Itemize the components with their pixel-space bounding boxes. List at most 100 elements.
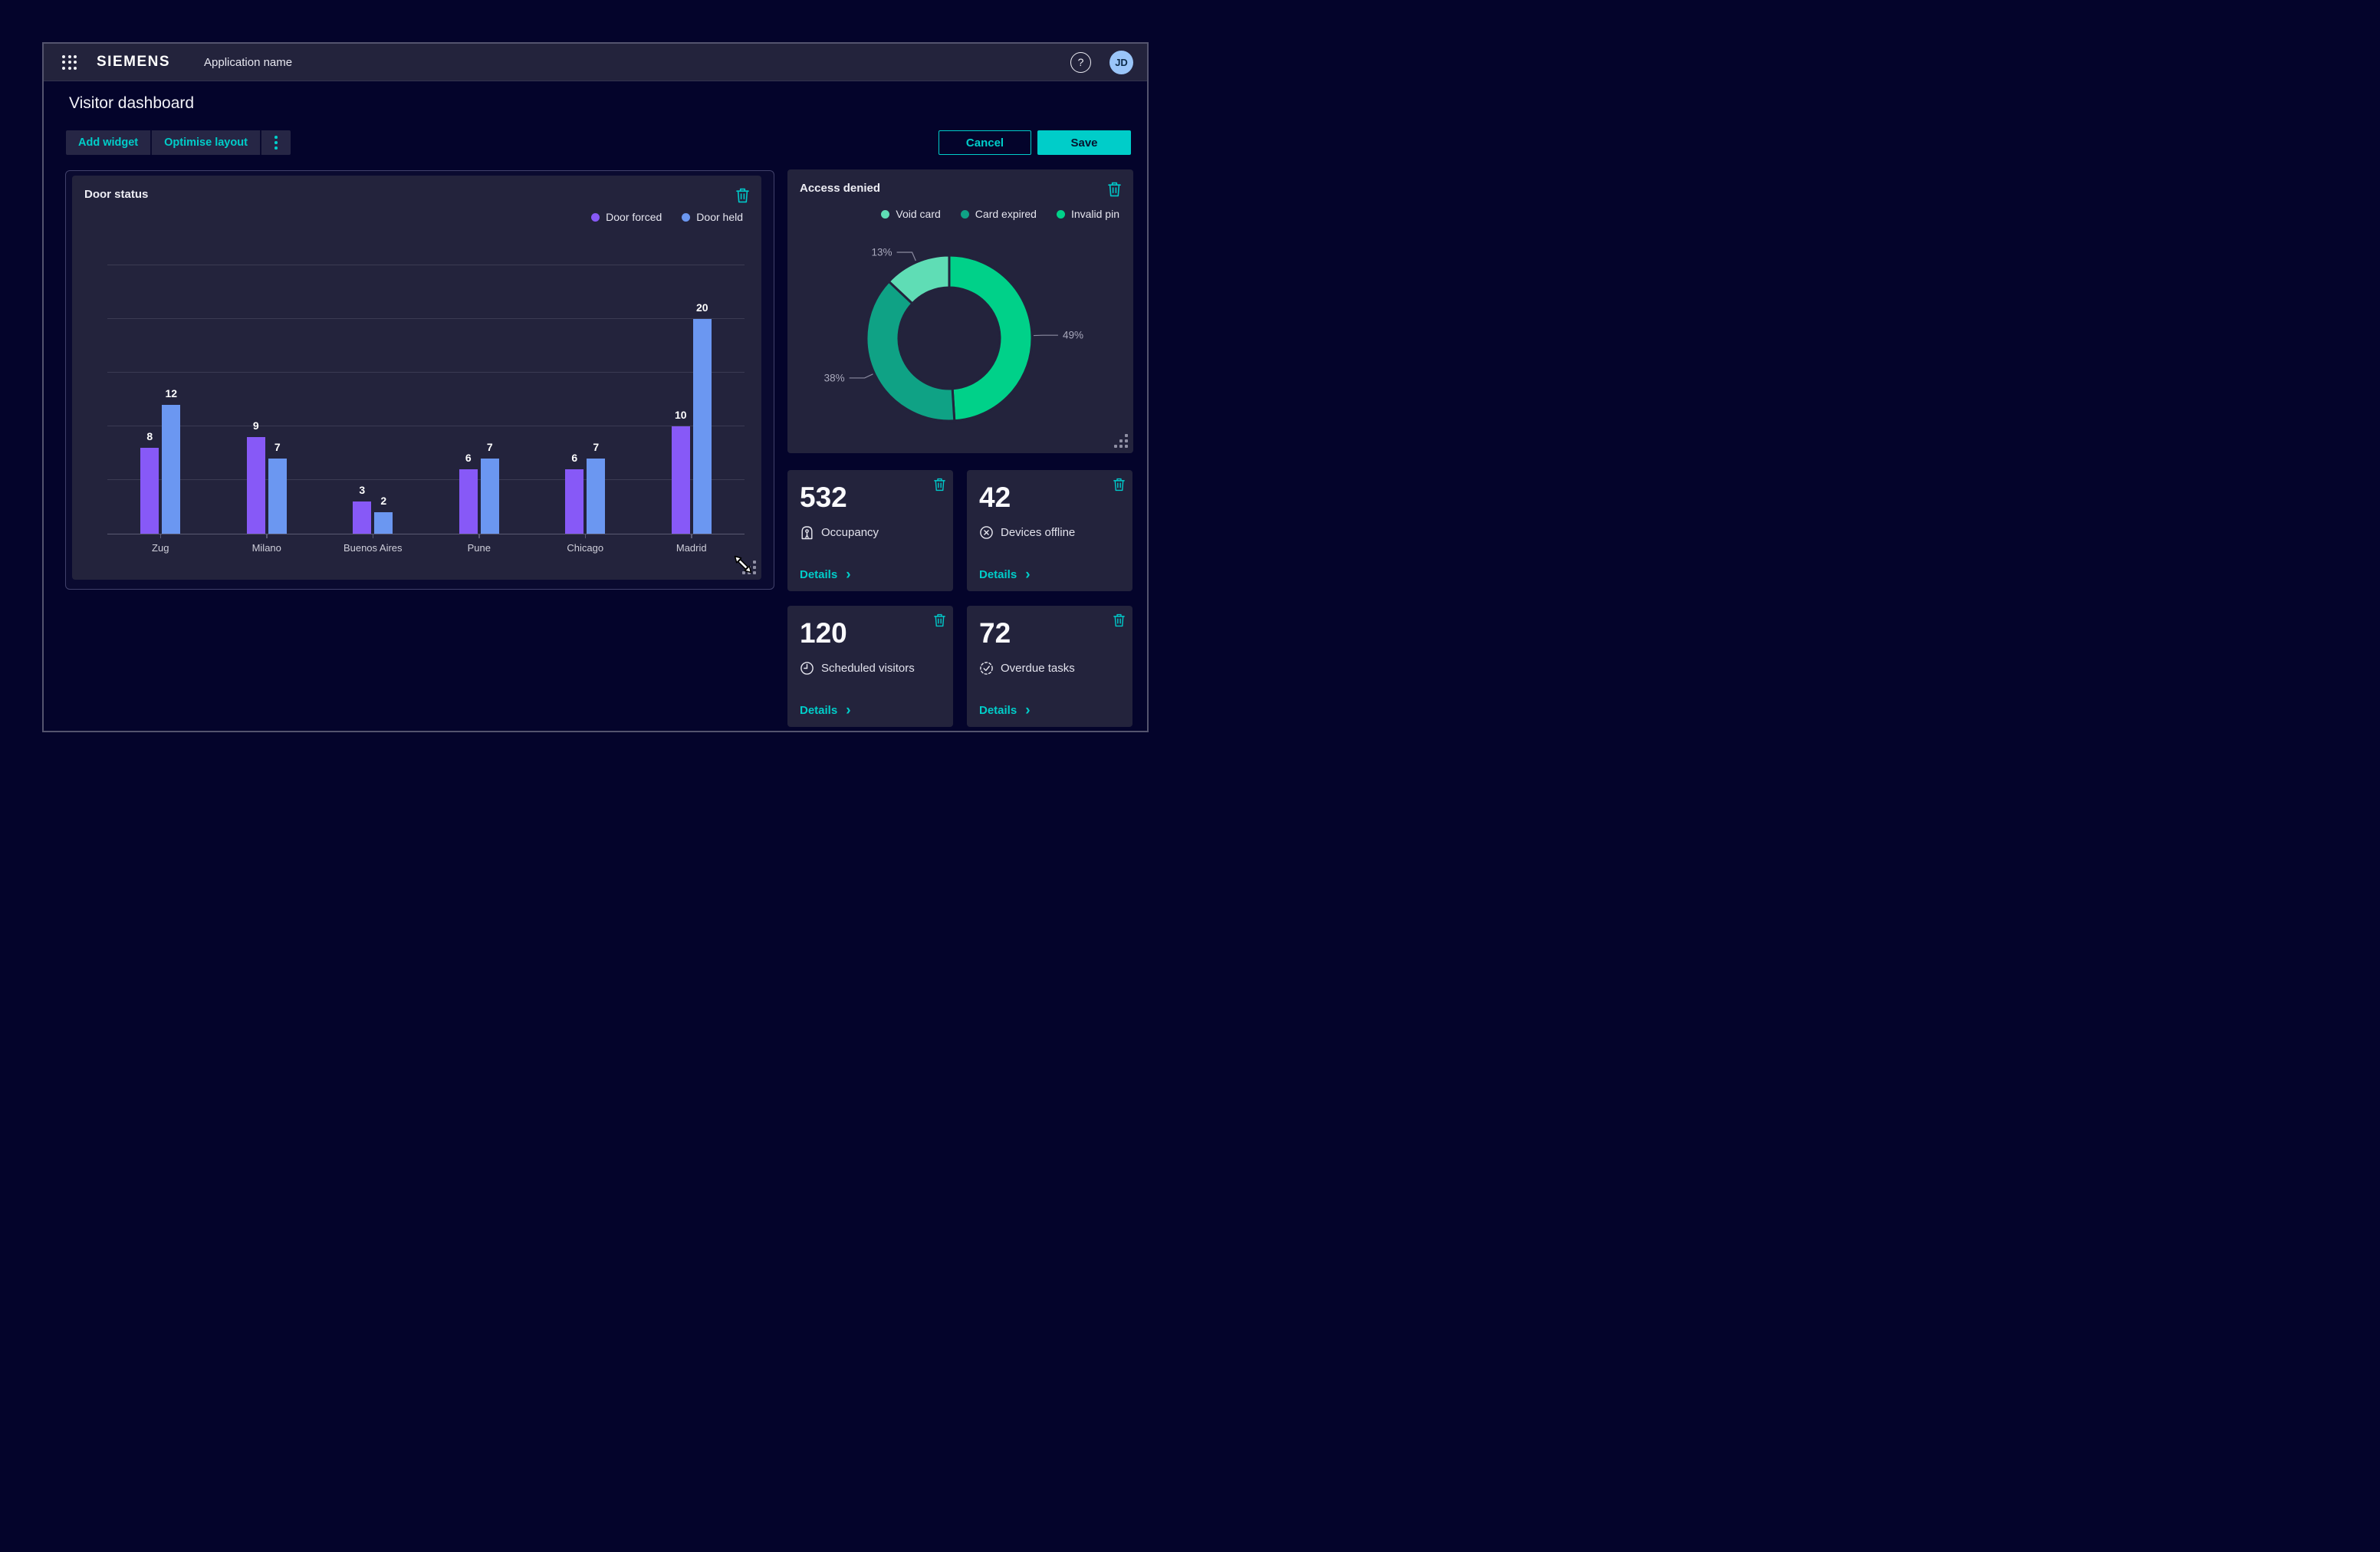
label-leader-line (849, 373, 873, 379)
kpi-value: 72 (979, 617, 1011, 649)
devices-offline-icon (979, 525, 994, 540)
kpi-label: Overdue tasks (1001, 661, 1075, 675)
bar-value-label: 2 (380, 495, 387, 507)
access-denied-title: Access denied (800, 182, 881, 195)
app-window: SIEMENS Application name ? JD Visitor da… (42, 42, 1149, 732)
door-status-widget[interactable]: Door status Door forced Door held 8 12 9 7 3 2… (65, 170, 774, 590)
x-axis-category: Madrid (639, 534, 745, 554)
help-icon[interactable]: ? (1070, 51, 1091, 73)
donut-slice-card-expired (865, 279, 956, 423)
user-avatar[interactable]: JD (1109, 50, 1133, 74)
legend-dot-icon (591, 212, 600, 222)
kpi-label-row: Overdue tasks (979, 661, 1120, 676)
kpi-value: 532 (800, 482, 847, 513)
edit-toolbar: Add widget Optimise layout Cancel Save (66, 130, 1131, 155)
resize-grip-icon[interactable] (1114, 434, 1128, 448)
legend-item: Card expired (960, 208, 1037, 220)
kpi-label: Occupancy (821, 525, 879, 539)
donut-percentage-label: 13% (872, 247, 893, 258)
kpi-delete-button[interactable] (934, 478, 945, 492)
bar-value-label: 7 (274, 441, 281, 453)
bar-door-held (374, 512, 393, 534)
label-leader-line (896, 252, 916, 261)
x-axis-category: Buenos Aires (320, 534, 426, 554)
apps-grid-icon[interactable] (62, 54, 77, 70)
x-axis-category: Pune (426, 534, 533, 554)
kpi-delete-button[interactable] (1113, 478, 1125, 492)
kpi-value: 120 (800, 617, 847, 649)
legend-item: Door forced (591, 211, 662, 223)
chevron-right-icon: › (1025, 566, 1031, 583)
chevron-right-icon: › (846, 702, 851, 718)
kpi-value: 42 (979, 482, 1011, 513)
bar-value-label: 20 (695, 301, 708, 314)
kpi-details-link[interactable]: Details › (800, 702, 851, 718)
bar-door-forced (565, 469, 584, 534)
application-name: Application name (204, 55, 293, 69)
legend-dot-icon (1056, 209, 1065, 219)
kpi-delete-button[interactable] (1113, 613, 1125, 627)
legend-label: Door held (696, 211, 743, 223)
top-navigation-bar: SIEMENS Application name ? JD (44, 44, 1147, 81)
kpi-details-link[interactable]: Details › (979, 566, 1031, 583)
bar-groups: 8 12 9 7 3 2 6 7 6 7 10 20 (107, 234, 745, 534)
access-denied-legend: Void card Card expired Invalid pin (800, 206, 1121, 222)
add-widget-button[interactable]: Add widget (66, 130, 151, 155)
axis-tick (584, 534, 586, 538)
door-status-legend: Door forced Door held (84, 209, 749, 225)
legend-dot-icon (881, 209, 890, 219)
more-options-button[interactable] (259, 130, 291, 155)
x-axis-label: Madrid (676, 542, 707, 554)
donut-slice-invalid-pin (948, 254, 1034, 423)
legend-item: Door held (682, 211, 743, 223)
chevron-right-icon: › (846, 566, 851, 583)
bar-door-held (268, 459, 287, 534)
resize-grip-icon[interactable] (742, 561, 756, 574)
kpi-details-link[interactable]: Details › (979, 703, 1031, 718)
trash-icon (1113, 613, 1125, 627)
access-denied-delete-button[interactable] (1108, 182, 1121, 197)
door-status-plot: 8 12 9 7 3 2 6 7 6 7 10 20 (107, 234, 745, 534)
x-axis-category: Milano (214, 534, 321, 554)
kpi-card-overdue-tasks: 72 Overdue tasks Details › (967, 606, 1132, 727)
trash-icon (1113, 478, 1125, 492)
bar-door-held (587, 459, 606, 534)
legend-dot-icon (682, 212, 691, 222)
x-axis-label: Chicago (567, 542, 604, 554)
gridline (107, 372, 745, 373)
axis-tick (478, 534, 480, 538)
kpi-label-row: Scheduled visitors (800, 661, 941, 676)
trash-icon (1108, 182, 1121, 197)
details-label: Details (800, 704, 838, 717)
gridline (107, 318, 745, 319)
bar-value-label: 12 (165, 387, 178, 400)
details-label: Details (800, 568, 838, 581)
kpi-label-row: Occupancy (800, 525, 941, 540)
legend-item: Invalid pin (1056, 208, 1119, 220)
kpi-delete-button[interactable] (934, 613, 945, 627)
cancel-button[interactable]: Cancel (939, 130, 1031, 155)
details-label: Details (979, 568, 1017, 581)
optimise-layout-button[interactable]: Optimise layout (150, 130, 260, 155)
bar-door-held (480, 459, 499, 534)
trash-icon (934, 478, 945, 492)
kebab-icon (274, 136, 278, 150)
bar-value-label: 3 (359, 484, 366, 496)
legend-dot-icon (960, 209, 969, 219)
axis-tick (266, 534, 268, 538)
kpi-details-link[interactable]: Details › (800, 566, 851, 583)
door-status-delete-button[interactable] (736, 188, 749, 203)
bar-door-forced (140, 448, 159, 534)
kpi-label: Devices offline (1001, 525, 1076, 539)
axis-tick (691, 534, 692, 538)
kpi-card-occupancy: 532 Occupancy Details › (787, 470, 953, 591)
bar-value-label: 7 (486, 441, 493, 453)
bar-door-forced (459, 469, 478, 534)
bar-door-held (162, 405, 181, 534)
save-button[interactable]: Save (1037, 130, 1131, 155)
trash-icon (736, 188, 749, 203)
gridline (107, 479, 745, 480)
legend-item: Void card (881, 208, 941, 220)
